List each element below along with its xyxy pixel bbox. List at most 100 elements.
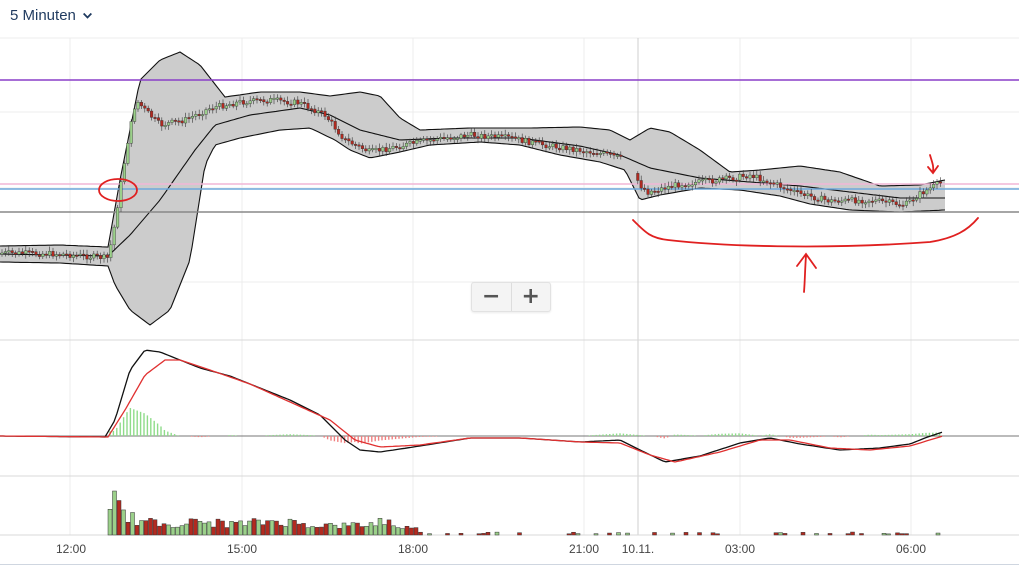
volume-bar	[652, 532, 657, 536]
volume-bar	[395, 527, 401, 536]
volume-bar	[112, 490, 117, 536]
candle	[748, 174, 752, 179]
candle	[112, 226, 116, 246]
volume-bar	[800, 532, 806, 536]
candle	[330, 119, 334, 122]
candle	[41, 253, 45, 257]
volume-bar	[886, 533, 891, 536]
volume-bar	[377, 518, 383, 536]
candle	[428, 139, 432, 142]
candle	[697, 179, 701, 183]
candle	[391, 146, 395, 149]
zoom-out-button[interactable]: −	[482, 284, 501, 309]
volume-bar	[782, 533, 788, 536]
candle	[126, 143, 130, 164]
candle	[24, 250, 28, 254]
candle	[61, 253, 65, 256]
candle	[503, 134, 507, 137]
candle	[85, 254, 89, 260]
volume-bar	[170, 527, 176, 536]
chevron-down-icon	[82, 12, 92, 19]
volume-bar	[328, 523, 333, 536]
candle	[581, 151, 585, 154]
candle	[139, 101, 143, 107]
candle	[241, 100, 245, 105]
macd-line	[0, 349, 943, 463]
volume-bar	[256, 519, 261, 536]
timeframe-label: 5 Minuten	[10, 7, 76, 24]
annotation-arrow-down	[927, 154, 939, 175]
candle	[932, 184, 936, 189]
candle	[456, 137, 460, 140]
candle	[252, 98, 256, 102]
volume-bar	[476, 533, 482, 536]
candle	[911, 199, 915, 202]
timeframe-selector[interactable]: 5 Minuten	[10, 7, 93, 24]
candle	[758, 174, 762, 182]
candle	[731, 177, 735, 181]
candle	[452, 138, 456, 140]
candle	[190, 115, 194, 119]
candle	[615, 154, 619, 157]
volume-bar	[382, 524, 387, 536]
candle	[167, 122, 171, 126]
volume-bar	[314, 527, 320, 536]
volume-bar	[116, 500, 122, 536]
candle	[122, 163, 126, 182]
candle	[17, 251, 21, 255]
candle	[323, 110, 327, 117]
candle	[377, 148, 381, 152]
candle	[843, 198, 847, 202]
candle	[768, 182, 772, 185]
volume-bar	[305, 527, 311, 536]
candle	[816, 199, 820, 202]
volume-bar	[251, 518, 257, 536]
candle	[201, 114, 205, 117]
x-tick-label: 06:00	[896, 542, 926, 556]
candle	[500, 134, 504, 137]
candle	[374, 148, 378, 150]
volume-bar	[413, 527, 419, 536]
volume-bar	[625, 532, 630, 536]
candle	[258, 99, 262, 101]
volume-bar	[566, 533, 572, 536]
candle	[78, 253, 82, 256]
x-tick-label: 12:00	[56, 542, 86, 556]
candle	[809, 193, 813, 197]
candle	[224, 105, 228, 109]
candle	[833, 199, 837, 202]
candle	[360, 145, 364, 149]
candle	[228, 104, 232, 106]
candle	[133, 108, 137, 122]
volume-bar	[274, 520, 279, 536]
candle	[27, 250, 31, 253]
candle	[745, 176, 749, 179]
candle	[779, 182, 783, 188]
candle	[207, 108, 211, 111]
volume-bar	[359, 526, 365, 536]
annotation-arrow-up	[796, 252, 817, 293]
candle	[177, 120, 181, 123]
candle	[585, 151, 589, 154]
candle	[530, 140, 534, 145]
candle	[592, 153, 596, 155]
candle	[286, 101, 290, 105]
candle	[350, 140, 354, 145]
candle	[340, 133, 344, 139]
candle	[680, 185, 684, 188]
volume-bar	[485, 532, 491, 536]
zoom-in-button[interactable]: +	[521, 284, 540, 309]
candle	[68, 253, 72, 258]
candle	[439, 137, 443, 140]
candle	[704, 178, 708, 181]
volume-bar	[148, 518, 153, 536]
volume-bar	[481, 533, 486, 536]
candle	[806, 193, 810, 196]
volume-bar	[427, 533, 432, 536]
candle	[775, 182, 779, 185]
candle	[898, 204, 902, 207]
candle	[646, 188, 650, 195]
chart-toolbar: 5 Minuten	[0, 0, 1019, 38]
candle	[649, 190, 653, 195]
